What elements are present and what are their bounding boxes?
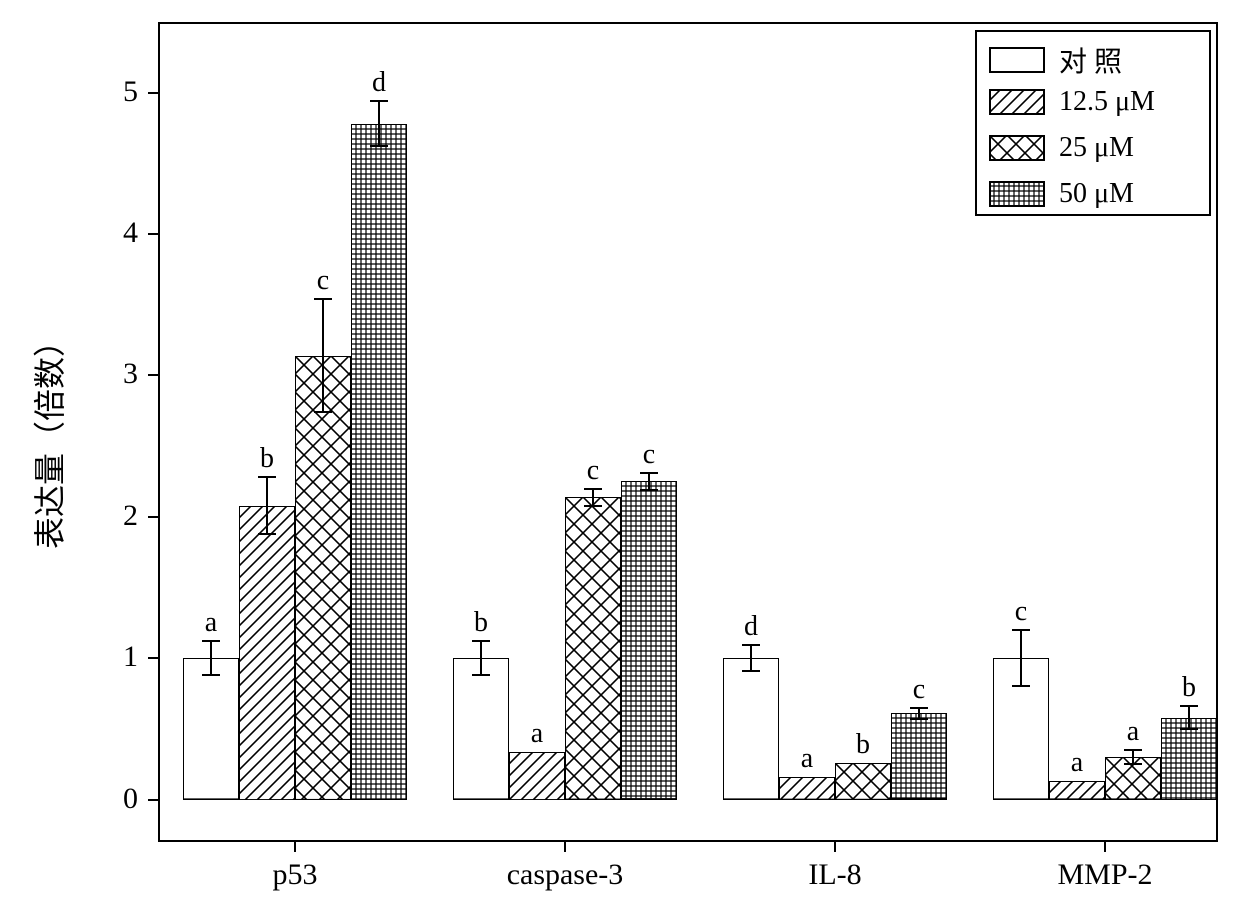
bar xyxy=(835,763,891,800)
x-category-label: caspase-3 xyxy=(485,858,645,892)
bar xyxy=(509,752,565,800)
y-tick-label: 0 xyxy=(98,782,138,816)
error-cap xyxy=(640,489,658,491)
bar xyxy=(621,481,677,799)
error-cap xyxy=(1124,763,1142,765)
y-tick-label: 2 xyxy=(98,499,138,533)
significance-letter: c xyxy=(891,674,947,706)
y-tick-label: 4 xyxy=(98,216,138,250)
significance-letter: c xyxy=(565,455,621,487)
x-tick-mark xyxy=(564,842,566,852)
y-tick-mark xyxy=(148,516,158,518)
bar xyxy=(239,506,295,800)
y-tick-mark xyxy=(148,657,158,659)
error-bar xyxy=(750,645,752,670)
significance-letter: b xyxy=(1161,672,1217,704)
significance-letter: c xyxy=(993,596,1049,628)
error-bar xyxy=(592,489,594,506)
error-bar xyxy=(1132,750,1134,764)
significance-letter: d xyxy=(723,611,779,643)
error-cap xyxy=(1180,728,1198,730)
y-tick-mark xyxy=(148,374,158,376)
error-cap xyxy=(314,298,332,300)
bar xyxy=(351,124,407,800)
bar xyxy=(723,658,779,799)
x-tick-mark xyxy=(834,842,836,852)
chart-container: 表达量（倍数） 对 照12.5 μM25 μM50 μM 012345abcdp… xyxy=(0,0,1240,917)
significance-letter: b xyxy=(835,729,891,761)
significance-letter: a xyxy=(509,718,565,750)
significance-letter: c xyxy=(621,439,677,471)
legend-swatch xyxy=(989,135,1045,161)
significance-letter: a xyxy=(1049,747,1105,779)
y-tick-mark xyxy=(148,92,158,94)
error-cap xyxy=(1180,705,1198,707)
bar xyxy=(183,658,239,799)
error-cap xyxy=(910,707,928,709)
error-cap xyxy=(314,411,332,413)
legend-swatch xyxy=(989,89,1045,115)
legend-label: 50 μM xyxy=(1059,178,1134,210)
error-cap xyxy=(370,145,388,147)
error-cap xyxy=(370,100,388,102)
x-tick-mark xyxy=(1104,842,1106,852)
error-bar xyxy=(378,101,380,146)
error-cap xyxy=(258,533,276,535)
error-cap xyxy=(742,644,760,646)
significance-letter: d xyxy=(351,67,407,99)
legend-label: 25 μM xyxy=(1059,132,1134,164)
x-tick-mark xyxy=(294,842,296,852)
error-bar xyxy=(266,477,268,534)
bar xyxy=(565,497,621,800)
error-cap xyxy=(910,718,928,720)
y-tick-label: 3 xyxy=(98,357,138,391)
significance-letter: b xyxy=(239,443,295,475)
significance-letter: a xyxy=(1105,716,1161,748)
error-bar xyxy=(322,299,324,412)
error-cap xyxy=(584,505,602,507)
legend-item: 12.5 μM xyxy=(989,86,1155,118)
error-cap xyxy=(742,670,760,672)
significance-letter: a xyxy=(183,607,239,639)
significance-letter: a xyxy=(779,743,835,775)
error-bar xyxy=(210,641,212,675)
legend-item: 25 μM xyxy=(989,132,1134,164)
legend-box: 对 照 12.5 μM 25 μM 50 μM xyxy=(975,30,1211,216)
error-cap xyxy=(472,640,490,642)
significance-letter: b xyxy=(453,607,509,639)
y-tick-label: 5 xyxy=(98,75,138,109)
y-tick-mark xyxy=(148,233,158,235)
x-category-label: MMP-2 xyxy=(1025,858,1185,892)
error-bar xyxy=(1020,630,1022,687)
y-axis-label: 表达量（倍数） xyxy=(25,329,71,549)
legend-item: 50 μM xyxy=(989,178,1134,210)
error-cap xyxy=(1012,685,1030,687)
error-cap xyxy=(258,476,276,478)
legend-item: 对 照 xyxy=(989,40,1122,80)
bar xyxy=(779,777,835,800)
legend-swatch xyxy=(989,181,1045,207)
x-category-label: IL-8 xyxy=(755,858,915,892)
error-cap xyxy=(640,472,658,474)
x-category-label: p53 xyxy=(215,858,375,892)
error-cap xyxy=(1124,749,1142,751)
bar xyxy=(453,658,509,799)
legend-label: 12.5 μM xyxy=(1059,86,1155,118)
legend-label: 对 照 xyxy=(1059,40,1122,80)
error-bar xyxy=(480,641,482,675)
bar xyxy=(891,713,947,799)
error-cap xyxy=(584,488,602,490)
error-cap xyxy=(202,674,220,676)
y-tick-mark xyxy=(148,799,158,801)
bar xyxy=(1049,781,1105,799)
error-cap xyxy=(472,674,490,676)
y-tick-label: 1 xyxy=(98,640,138,674)
legend-swatch xyxy=(989,47,1045,73)
error-bar xyxy=(648,473,650,490)
error-bar xyxy=(1188,706,1190,729)
error-cap xyxy=(1012,629,1030,631)
error-cap xyxy=(202,640,220,642)
bar xyxy=(295,356,351,800)
significance-letter: c xyxy=(295,265,351,297)
